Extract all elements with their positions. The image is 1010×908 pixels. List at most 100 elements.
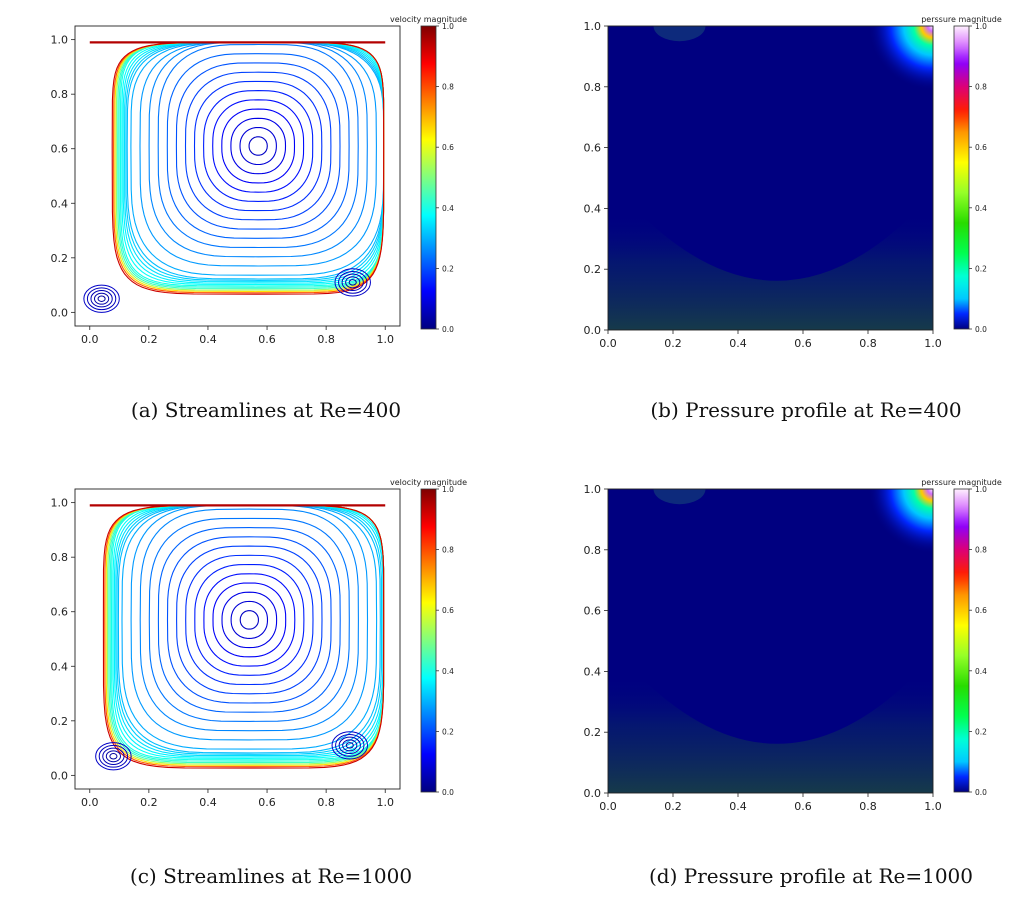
pressure-peak xyxy=(868,26,933,91)
plot-frame xyxy=(74,25,401,327)
pressure-field xyxy=(608,489,933,793)
streamline xyxy=(115,504,384,757)
streamline xyxy=(126,41,385,280)
streamline xyxy=(157,527,341,713)
streamline xyxy=(111,41,385,295)
streamline xyxy=(175,62,341,230)
y-tick-label: 0.4 xyxy=(51,197,69,210)
x-tick-label: 0.8 xyxy=(317,796,335,809)
secondary-vortex-ring xyxy=(342,739,358,752)
y-tick-label: 0.6 xyxy=(584,605,602,618)
secondary-vortex-ring xyxy=(83,284,120,313)
colorbar-tick-label: 0.6 xyxy=(975,143,987,152)
secondary-vortex-ring xyxy=(345,742,354,749)
x-tick-label: 1.0 xyxy=(376,333,394,346)
y-tick-label: 0.0 xyxy=(584,324,602,337)
colorbar-tick-label: 0.4 xyxy=(442,667,454,676)
colorbar-tick-label: 0.4 xyxy=(975,204,987,213)
y-tick-label: 0.4 xyxy=(584,665,602,678)
colorbar-title: velocity magnitude xyxy=(390,15,467,24)
secondary-vortex-ring xyxy=(95,742,132,771)
secondary-vortex-ring xyxy=(98,744,129,768)
colorbar-tick-label: 0.8 xyxy=(442,83,454,92)
pressure-left-corner-blob xyxy=(653,26,706,42)
streamlines xyxy=(83,41,386,313)
streamline xyxy=(139,41,377,267)
y-tick-label: 0.8 xyxy=(584,81,602,94)
x-tick-label: 0.4 xyxy=(199,796,217,809)
x-tick-label: 0.0 xyxy=(599,337,617,350)
streamline xyxy=(248,136,268,156)
colorbar xyxy=(420,25,437,330)
secondary-vortex-ring xyxy=(331,731,369,760)
x-tick-label: 1.0 xyxy=(376,796,394,809)
caption-c: (c) Streamlines at Re=1000 xyxy=(129,864,413,888)
pressure-left-corner-blob xyxy=(653,489,706,505)
y-tick-label: 1.0 xyxy=(51,34,69,47)
streamline xyxy=(139,508,359,732)
pressure-low-region xyxy=(608,641,933,793)
streamline xyxy=(184,71,332,221)
y-tick-label: 0.6 xyxy=(584,142,602,155)
y-tick-label: 0.4 xyxy=(584,202,602,215)
streamlines xyxy=(89,504,386,771)
colorbar-tick-label: 0.6 xyxy=(442,143,454,152)
streamline xyxy=(239,126,277,166)
secondary-vortex-ring xyxy=(348,279,357,286)
streamline xyxy=(112,504,385,759)
colorbar-tick-label: 1.0 xyxy=(442,485,454,494)
plot-frame xyxy=(607,25,934,331)
streamline xyxy=(212,99,305,193)
streamline xyxy=(230,117,287,175)
colorbar-tick-label: 0.2 xyxy=(975,727,987,736)
streamline xyxy=(176,545,323,695)
pressure-heatmap-re400: 0.0 0.2 0.4 0.6 0.8 1.00.00.20.40.60.81.0pers… xyxy=(584,15,1002,350)
caption-b: (b) Pressure profile at Re=400 xyxy=(650,398,962,422)
colorbar-tick-label: 0.4 xyxy=(442,204,454,213)
pressure-low-region xyxy=(608,178,933,330)
streamline xyxy=(148,41,368,258)
x-tick-label: 1.0 xyxy=(924,337,942,350)
colorbar-tick-label: 0.2 xyxy=(442,264,454,273)
colorbar xyxy=(953,488,970,793)
secondary-vortex-ring xyxy=(338,270,368,294)
y-tick-label: 0.4 xyxy=(51,660,69,673)
caption-a: (a) Streamlines at Re=400 xyxy=(130,398,402,422)
colorbar-tick-label: 1.0 xyxy=(442,22,454,31)
x-tick-label: 0.2 xyxy=(664,800,682,813)
colorbar-tick-label: 1.0 xyxy=(975,22,987,31)
x-tick-label: 0.0 xyxy=(81,333,99,346)
secondary-vortex-ring xyxy=(102,747,125,765)
colorbar-tick-label: 0.8 xyxy=(975,546,987,555)
streamline xyxy=(194,563,305,676)
colorbar-tick-label: 0.2 xyxy=(975,264,987,273)
streamline xyxy=(221,591,278,649)
colorbar-tick-label: 0.0 xyxy=(442,788,454,797)
secondary-vortex-ring xyxy=(335,733,365,757)
y-tick-label: 0.2 xyxy=(584,263,602,276)
streamline xyxy=(239,610,259,630)
colorbar-title: velocity magnitude xyxy=(390,478,467,487)
streamline xyxy=(203,573,296,667)
pressure-field xyxy=(608,26,933,330)
y-tick-label: 0.8 xyxy=(51,88,69,101)
secondary-vortex-ring xyxy=(90,290,113,308)
streamline-chart-re1000: 0.0 0.2 0.4 0.6 0.8 1.00.00.20.40.60.81.0velo… xyxy=(51,478,468,809)
streamline xyxy=(193,80,323,212)
y-tick-label: 0.0 xyxy=(51,306,69,319)
streamline xyxy=(113,504,385,758)
streamline xyxy=(230,600,269,639)
y-tick-label: 0.2 xyxy=(584,726,602,739)
x-tick-label: 0.2 xyxy=(664,337,682,350)
colorbar-tick-label: 0.6 xyxy=(975,606,987,615)
y-tick-label: 0.0 xyxy=(584,787,602,800)
x-tick-label: 0.4 xyxy=(729,800,747,813)
colorbar xyxy=(953,25,970,330)
plot-frame xyxy=(74,488,401,790)
secondary-vortex-ring xyxy=(345,276,361,289)
streamline xyxy=(166,53,350,239)
y-tick-label: 1.0 xyxy=(584,483,602,496)
y-tick-label: 1.0 xyxy=(51,497,69,510)
y-tick-label: 0.8 xyxy=(51,551,69,564)
streamline xyxy=(157,43,359,249)
